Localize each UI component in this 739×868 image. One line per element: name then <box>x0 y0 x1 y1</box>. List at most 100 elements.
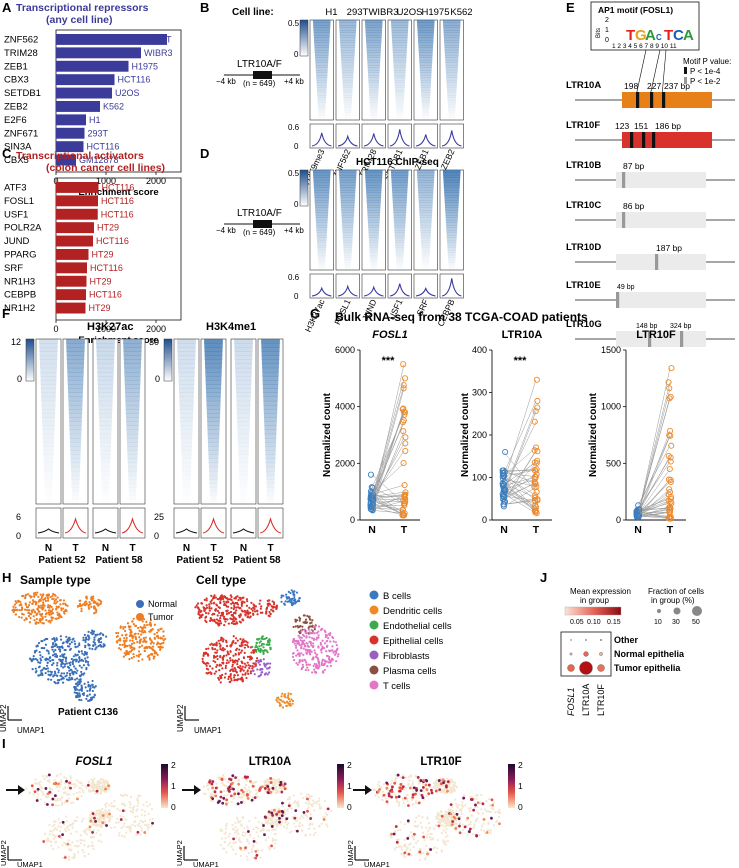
heatmap-cell <box>126 425 139 431</box>
heatmap-cell <box>394 222 406 226</box>
heatmap-cell <box>447 247 457 251</box>
normal-cell <box>84 657 87 660</box>
cell-point <box>231 823 234 827</box>
expressing-cell <box>271 813 275 817</box>
cell-point <box>59 783 62 786</box>
heatmap-cell <box>265 466 276 472</box>
y-tick-label: 400 <box>472 345 487 355</box>
heatmap-cell <box>313 177 331 181</box>
normal-point <box>501 494 508 501</box>
cell-point <box>326 825 329 828</box>
heatmap-cell <box>181 466 192 472</box>
cell-point <box>256 795 259 798</box>
heatmap-cell <box>365 35 382 38</box>
epithelial-cell <box>230 602 233 605</box>
heatmap-cell <box>206 413 221 418</box>
tumor-cell <box>96 602 99 605</box>
epithelial-cell <box>222 600 225 603</box>
t-cell <box>315 638 318 641</box>
heatmap-cell <box>446 80 458 83</box>
heatmap-cell <box>417 32 434 36</box>
cell-point <box>95 810 98 813</box>
cell-point <box>67 839 70 842</box>
epithelial-cell <box>224 617 227 621</box>
dendritic-cell <box>285 704 288 708</box>
heatmap-cell <box>208 454 219 459</box>
heatmap-cell <box>392 45 408 48</box>
cell-point <box>232 827 235 830</box>
heatmap-cell <box>238 462 249 468</box>
heatmap-cell <box>236 388 251 393</box>
cell-point <box>246 825 249 828</box>
heatmap-cell <box>43 458 54 464</box>
normal-cell <box>68 669 71 672</box>
tumor-cell <box>92 597 95 600</box>
normal-cell <box>95 646 98 649</box>
cell-point <box>394 777 398 780</box>
normal-cell <box>55 638 58 641</box>
heatmap-cell <box>313 180 330 183</box>
heatmap-cell <box>395 245 405 248</box>
ltr-element-box <box>622 92 712 108</box>
heatmap-cell <box>365 25 383 28</box>
epithelial-cell <box>243 609 246 612</box>
normal-cell <box>94 643 97 646</box>
heatmap-cell <box>316 72 328 76</box>
heatmap-cell <box>266 487 275 492</box>
epithelial-cell <box>245 676 248 680</box>
cell-point <box>143 810 147 813</box>
fibroblast-cell <box>265 667 269 670</box>
profile-line <box>441 278 462 297</box>
heatmap-cell <box>393 220 406 223</box>
heatmap-cell <box>343 247 353 251</box>
cell-point <box>146 804 149 808</box>
category-label: SRF <box>4 263 23 274</box>
cell-point <box>273 781 276 785</box>
cell-point <box>304 813 307 817</box>
heatmap-cell <box>447 95 457 98</box>
heatmap-cell <box>317 252 326 256</box>
cell-point <box>282 825 285 828</box>
tumor-cell <box>124 625 127 629</box>
cell-point <box>100 790 103 793</box>
cell-point <box>54 827 57 830</box>
cell-point <box>52 847 55 850</box>
tumor-cell <box>41 622 44 625</box>
heatmap-cell <box>340 202 355 206</box>
heatmap-cell <box>128 491 137 497</box>
cell-point <box>59 799 62 802</box>
tumor-cell <box>16 599 20 602</box>
cell-point <box>65 777 68 780</box>
heatmap-cell <box>206 409 221 414</box>
heatmap-cell <box>234 347 253 352</box>
tumor-cell <box>23 619 26 622</box>
epithelial-cell <box>248 655 251 658</box>
t-cell <box>300 629 303 632</box>
cell-point <box>414 801 418 805</box>
cell-point <box>48 786 51 790</box>
cell-line-label: HCT116 <box>96 236 129 246</box>
normal-point <box>367 471 375 478</box>
heatmap-cell <box>418 50 433 53</box>
heatmap-cell <box>420 72 432 76</box>
cell-point <box>260 829 263 832</box>
heatmap-cell <box>340 45 356 48</box>
t-cell <box>293 642 296 645</box>
umap2-label: UMAP2 <box>175 840 184 866</box>
heatmap-cell <box>124 376 141 381</box>
heatmap-cell <box>315 210 329 213</box>
normal-cell <box>76 692 79 695</box>
heatmap-cell <box>392 47 407 51</box>
normal-cell <box>87 685 90 688</box>
motif-site <box>642 132 646 148</box>
heatmap-cell <box>394 87 405 91</box>
heatmap-cell <box>341 65 354 68</box>
epithelial-cell <box>206 672 209 675</box>
cell-point <box>205 784 209 788</box>
cell-point <box>100 785 103 788</box>
b-cell <box>289 591 292 595</box>
normal-cell <box>31 668 34 671</box>
cell-point <box>225 824 228 827</box>
tumor-cell <box>42 598 45 601</box>
heatmap-cell <box>418 52 433 56</box>
